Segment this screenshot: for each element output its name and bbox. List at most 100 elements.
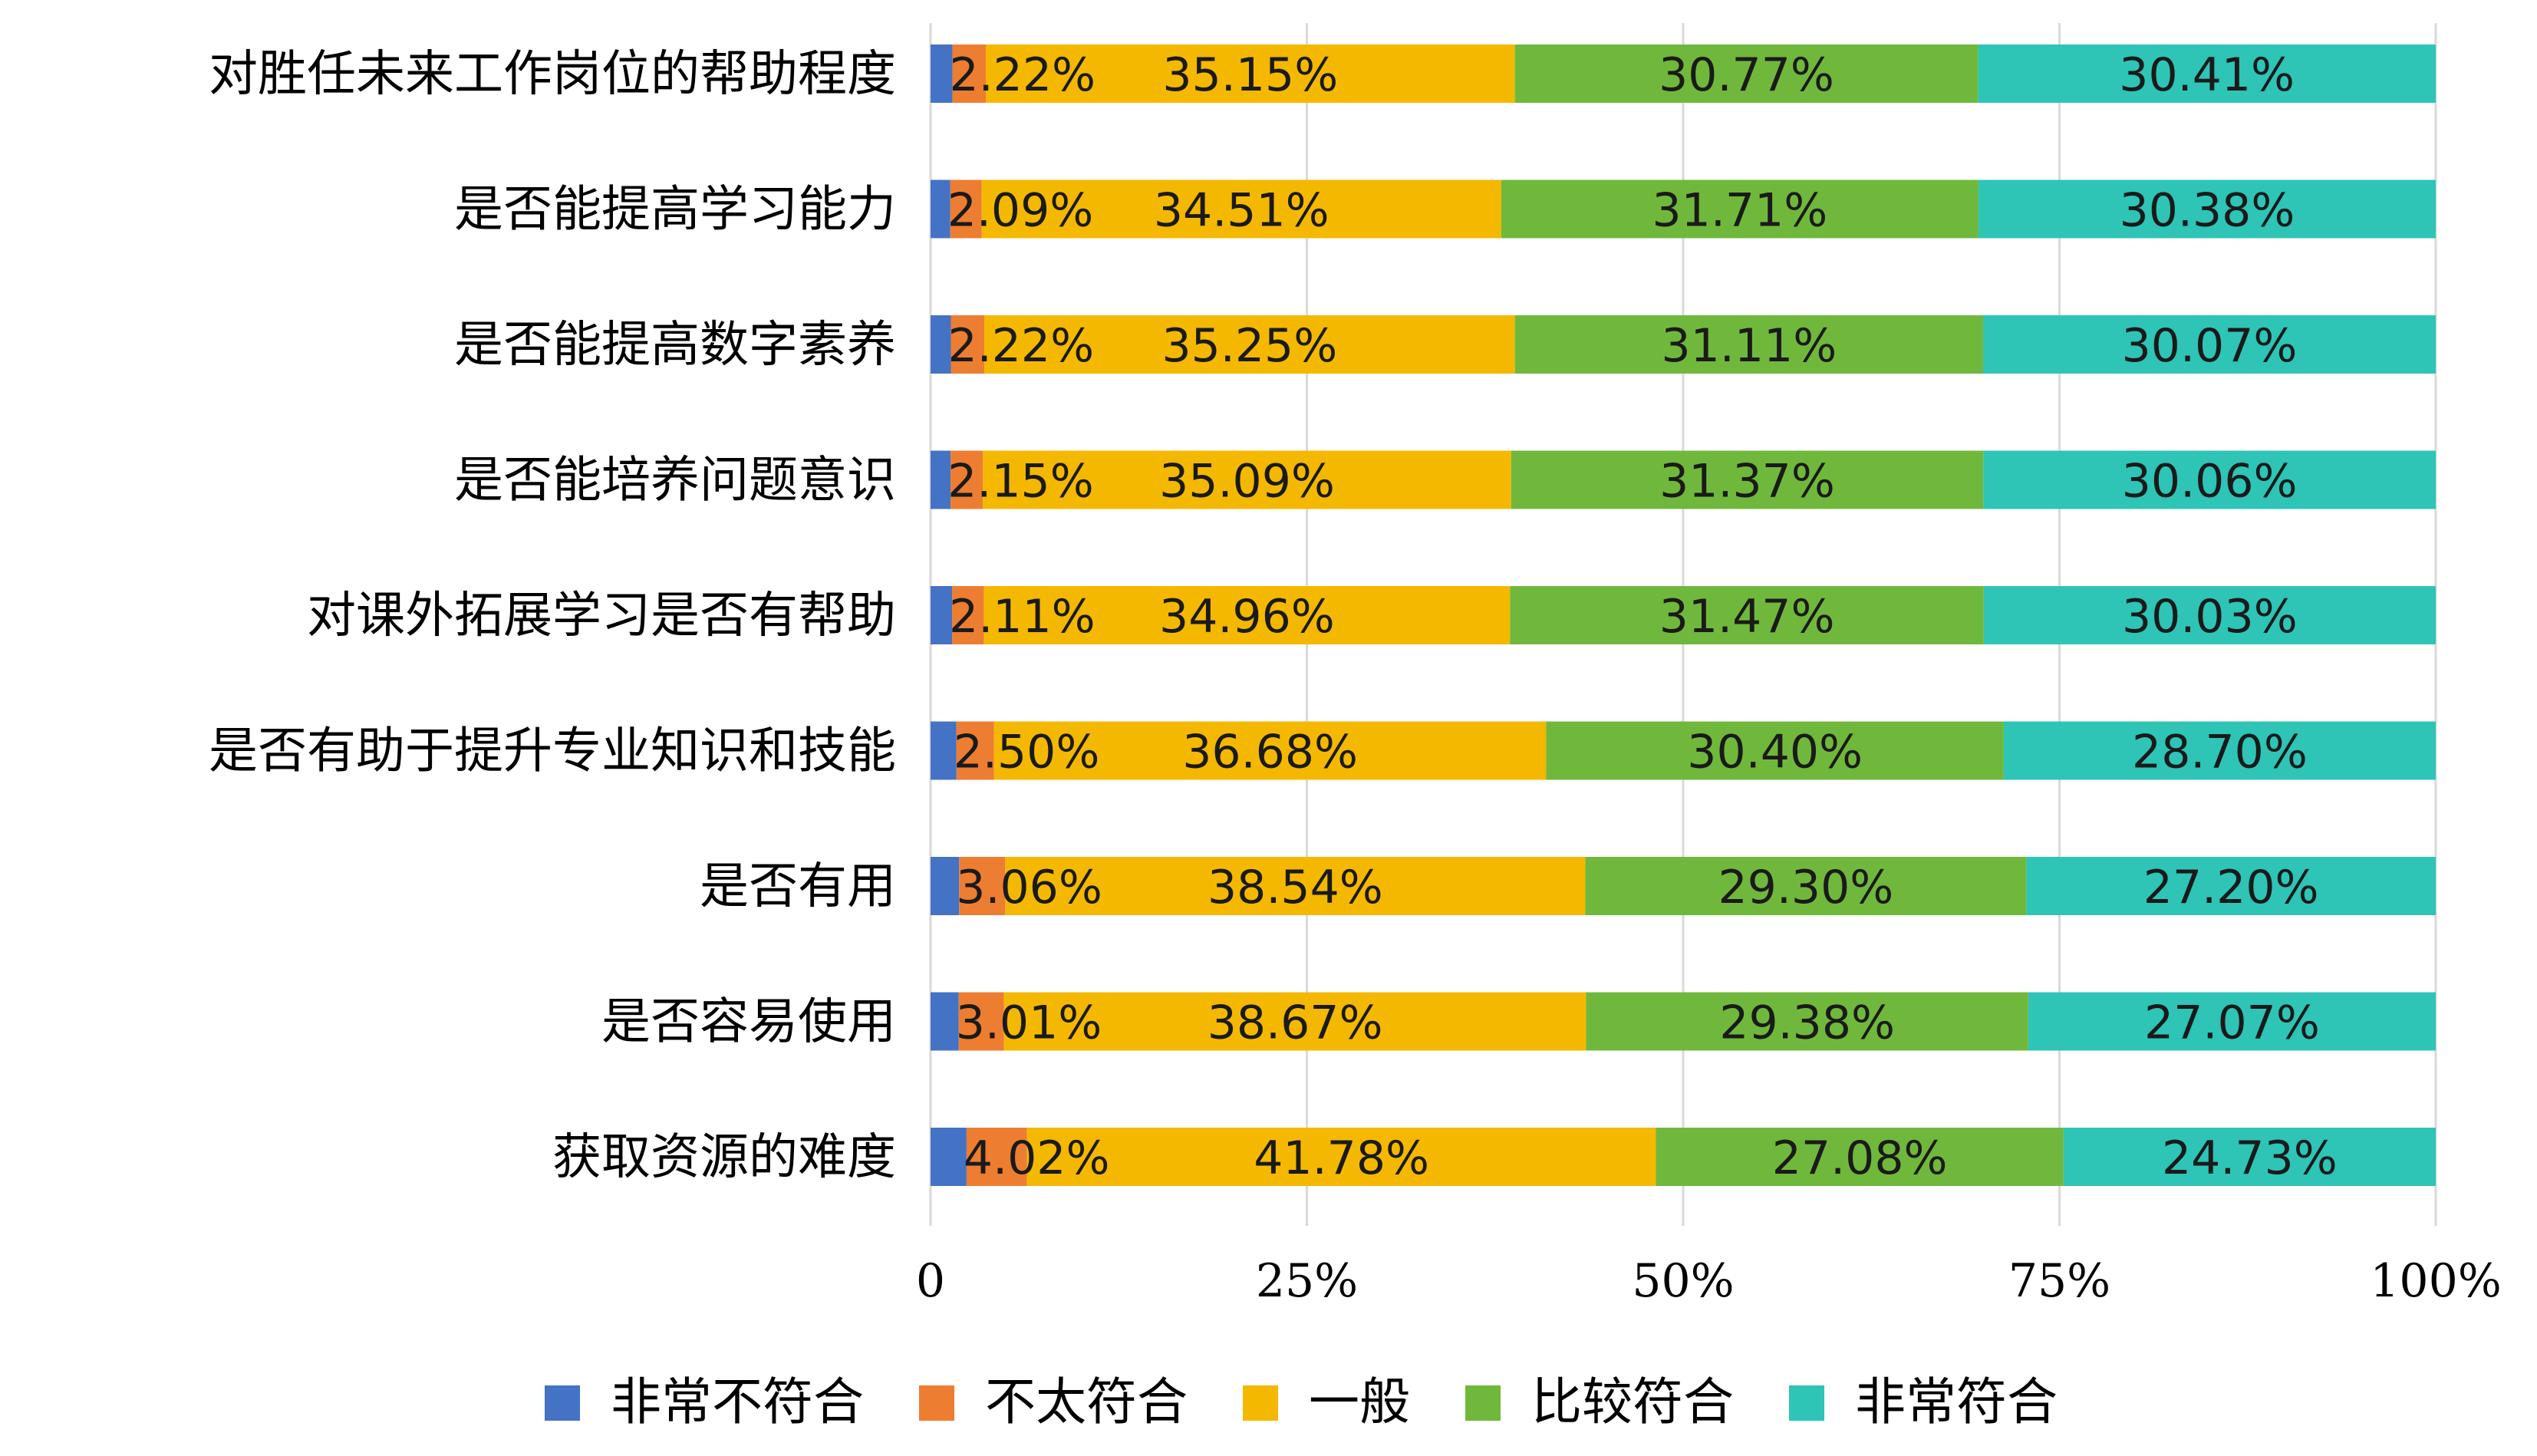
- data-label: 30.40%: [1687, 726, 1863, 779]
- bar-segment: [951, 450, 983, 509]
- data-label: 29.38%: [1719, 996, 1895, 1050]
- data-label: 2.15%: [947, 455, 1094, 509]
- bar-row: 3.06% 38.54% 29.30% 27.20%: [931, 857, 2436, 915]
- data-label: 31.47%: [1659, 590, 1835, 644]
- x-tick-label: 0: [916, 1254, 945, 1308]
- data-label: 30.41%: [2119, 48, 2295, 102]
- bar-row: 3.01% 38.67% 29.38% 27.07%: [931, 992, 2436, 1051]
- bar-segment: [1003, 992, 1586, 1051]
- bar-segment: [958, 992, 1004, 1051]
- bar-segment: [956, 721, 994, 780]
- bar-segment: [931, 315, 951, 374]
- data-label: 38.67%: [1208, 996, 1383, 1050]
- legend-item: 非常符合: [1789, 1372, 2058, 1431]
- bar-segment: [950, 180, 982, 239]
- bar-segment: [1656, 1128, 2064, 1186]
- bar-segment: [1983, 450, 2436, 509]
- data-label: 31.71%: [1652, 184, 1827, 238]
- bar-segment: [931, 450, 951, 509]
- data-label: 27.08%: [1772, 1132, 1948, 1185]
- bar-segment: [1978, 44, 2436, 103]
- legend-item: 一般: [1243, 1372, 1410, 1431]
- legend-item: 不太符合: [919, 1372, 1188, 1431]
- data-label: 24.73%: [2162, 1132, 2338, 1185]
- data-label: 2.09%: [947, 184, 1094, 238]
- bar-segment: [1586, 992, 2028, 1051]
- data-label: 41.78%: [1254, 1132, 1429, 1185]
- data-label: 36.68%: [1182, 726, 1358, 779]
- bar-segment: [2003, 721, 2436, 780]
- data-label: 2.22%: [949, 48, 1096, 102]
- bar-segment: [931, 1128, 967, 1186]
- data-label: 29.30%: [1718, 861, 1894, 914]
- bar-segment: [959, 857, 1006, 915]
- bar-segment: [984, 315, 1515, 374]
- data-label: 38.54%: [1208, 861, 1383, 914]
- data-label: 35.09%: [1159, 455, 1335, 509]
- bar-segment: [983, 586, 1511, 644]
- bar-segment: [986, 44, 1515, 103]
- bar-row: 4.02% 41.78% 27.08% 24.73%: [931, 1128, 2436, 1186]
- bar-segment: [1511, 450, 1984, 509]
- data-label: 3.01%: [956, 996, 1102, 1050]
- bar-segment: [931, 44, 953, 103]
- category-label: 是否能提高学习能力: [454, 182, 896, 239]
- bar-segment: [993, 721, 1547, 780]
- bar-row: 2.50% 36.68% 30.40% 28.70%: [931, 721, 2436, 780]
- data-label: 27.07%: [2144, 996, 2320, 1050]
- bar-segment: [931, 180, 951, 239]
- bar-segment: [1026, 1128, 1656, 1186]
- data-label: 2.22%: [947, 319, 1094, 373]
- bar-segment: [1983, 586, 2436, 644]
- bars: 2.22% 35.15% 30.77% 30.41% 2.09% 34.51% 31.71%…: [931, 44, 2436, 1186]
- legend-label: 非常符合: [1855, 1372, 2058, 1431]
- data-label: 34.51%: [1154, 184, 1329, 238]
- bar-row: 2.11% 34.96% 31.47% 30.03%: [931, 586, 2436, 644]
- bar-segment: [981, 180, 1501, 239]
- data-label: 30.07%: [2122, 319, 2298, 373]
- bar-row: 2.15% 35.09% 31.37% 30.06%: [931, 450, 2436, 509]
- legend-item: 非常不符合: [545, 1372, 864, 1431]
- bar-row: 2.09% 34.51% 31.71% 30.38%: [931, 180, 2436, 239]
- category-label: 是否能提高数字素养: [454, 317, 896, 374]
- bar-segment: [2026, 857, 2436, 915]
- category-label: 是否能培养问题意识: [454, 453, 896, 509]
- data-label: 34.96%: [1159, 590, 1335, 644]
- bar-row: 2.22% 35.25% 31.11% 30.07%: [931, 315, 2436, 374]
- bar-segment: [1585, 857, 2027, 915]
- legend-swatch: [1465, 1385, 1501, 1421]
- data-label: 3.06%: [956, 861, 1102, 914]
- bar-segment: [966, 1128, 1027, 1186]
- legend-label: 比较符合: [1531, 1372, 1734, 1431]
- category-label: 是否有用: [700, 858, 896, 915]
- bar-segment: [952, 44, 987, 103]
- category-label: 对课外拓展学习是否有帮助: [307, 588, 896, 644]
- x-tick-label: 50%: [1632, 1254, 1734, 1308]
- category-label: 是否容易使用: [601, 994, 896, 1051]
- legend-label: 不太符合: [985, 1372, 1188, 1431]
- legend-swatch: [545, 1385, 580, 1421]
- legend-swatch: [919, 1385, 954, 1421]
- x-axis-ticks: 0 25% 50% 75% 100%: [916, 1254, 2502, 1308]
- data-label: 2.50%: [954, 726, 1100, 779]
- data-label: 30.03%: [2122, 590, 2298, 644]
- legend-swatch: [1789, 1385, 1824, 1421]
- x-tick-label: 25%: [1256, 1254, 1358, 1308]
- bar-segment: [951, 315, 985, 374]
- legend-label: 一般: [1309, 1372, 1410, 1431]
- bar-segment: [1546, 721, 2004, 780]
- x-tick-label: 100%: [2370, 1254, 2502, 1308]
- bar-row: 2.22% 35.15% 30.77% 30.41%: [931, 44, 2436, 103]
- bar-segment: [1514, 44, 1979, 103]
- data-label: 31.11%: [1661, 319, 1837, 373]
- data-label: 4.02%: [964, 1132, 1110, 1185]
- legend-label: 非常不符合: [611, 1372, 864, 1431]
- data-label: 35.25%: [1161, 319, 1337, 373]
- data-label: 30.38%: [2120, 184, 2295, 238]
- bar-segment: [952, 586, 984, 644]
- bar-segment: [1005, 857, 1586, 915]
- category-label: 对胜任未来工作岗位的帮助程度: [209, 46, 896, 103]
- legend: 非常不符合 不太符合 一般 比较符合 非常符合: [545, 1372, 2058, 1431]
